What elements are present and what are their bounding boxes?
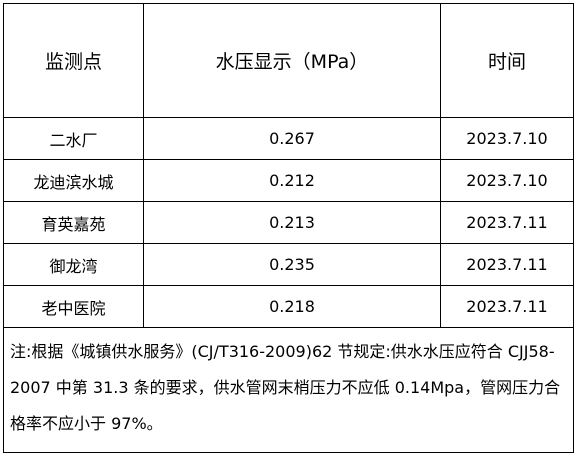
table-body: 监测点 水压显示（MPa） 时间 二水厂 0.267 2023.7.10 龙迪滨水城 0… [3, 3, 574, 453]
data-cell: 2023.7.11 [440, 201, 574, 244]
data-cell: 0.218 [143, 285, 441, 328]
data-cell: 2023.7.10 [440, 159, 574, 202]
note: 注:根据《城镇供水服务》(CJ/T316-2009)62 节规定:供水水压应符合… [3, 327, 574, 453]
data-row: 育英嘉苑 0.213 2023.7.11 [3, 201, 574, 244]
header-cell: 时间 [440, 3, 574, 118]
data-cell: 2023.7.11 [440, 243, 574, 286]
header-cell: 监测点 [3, 3, 144, 118]
data-cell: 0.212 [143, 159, 441, 202]
data-cell: 育英嘉苑 [3, 201, 144, 244]
data-cell: 0.213 [143, 201, 441, 244]
data-row: 御龙湾 0.235 2023.7.11 [3, 243, 574, 286]
data-cell: 龙迪滨水城 [3, 159, 144, 202]
data-cell: 2023.7.10 [440, 117, 574, 160]
data-row: 二水厂 0.267 2023.7.10 [3, 117, 574, 160]
data-cell: 二水厂 [3, 117, 144, 160]
header-cell: 水压显示（MPa） [143, 3, 441, 118]
pressure-table: 监测点 水压显示（MPa） 时间 二水厂 0.267 2023.7.10 龙迪滨水城 0… [3, 3, 574, 453]
data-row: 老中医院 0.218 2023.7.11 [3, 285, 574, 328]
data-cell: 老中医院 [3, 285, 144, 328]
data-cell: 2023.7.11 [440, 285, 574, 328]
data-row: 龙迪滨水城 0.212 2023.7.10 [3, 159, 574, 202]
data-cell: 御龙湾 [3, 243, 144, 286]
note-row: 注:根据《城镇供水服务》(CJ/T316-2009)62 节规定:供水水压应符合… [3, 327, 574, 453]
data-cell: 0.235 [143, 243, 441, 286]
header-row: 监测点 水压显示（MPa） 时间 [3, 3, 574, 118]
data-cell: 0.267 [143, 117, 441, 160]
